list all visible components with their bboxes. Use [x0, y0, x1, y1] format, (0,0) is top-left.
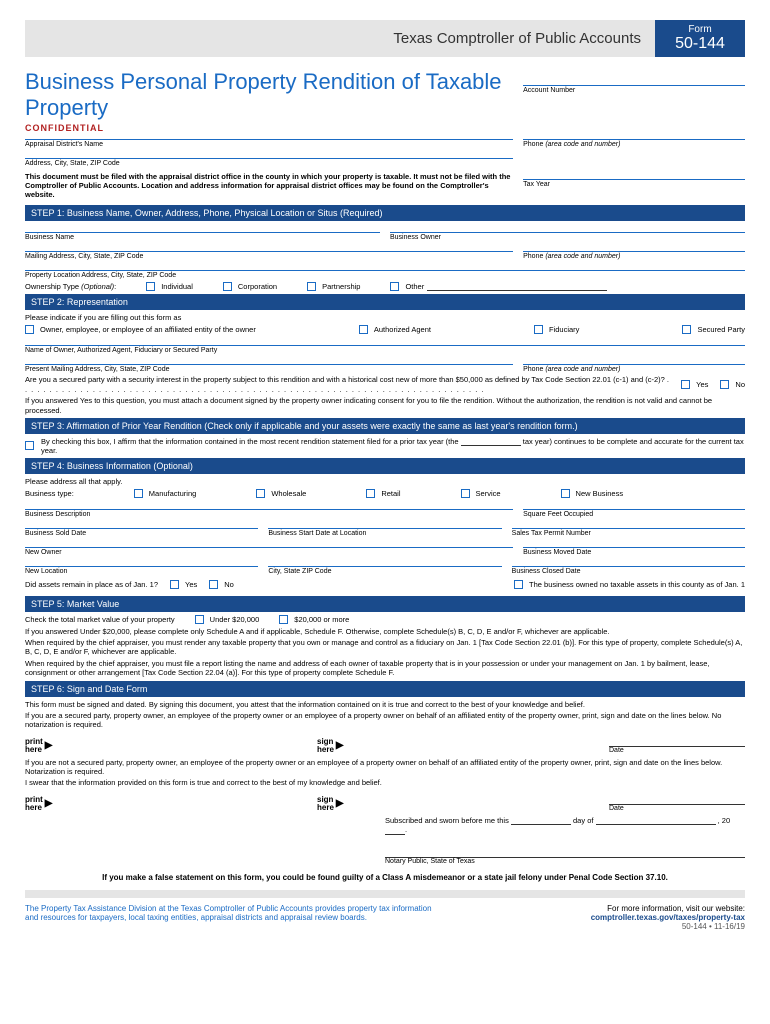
- moved-field[interactable]: Business Moved Date: [523, 547, 745, 556]
- footer-bar: [25, 890, 745, 898]
- arrow-icon: ▶: [336, 798, 344, 809]
- arrow-icon: ▶: [45, 798, 53, 809]
- sold-field[interactable]: Business Sold Date: [25, 528, 258, 537]
- name-of-field[interactable]: Name of Owner, Authorized Agent, Fiducia…: [25, 345, 745, 354]
- present-mailing-field[interactable]: Present Mailing Address, City, State, ZI…: [25, 364, 513, 373]
- cb-yes[interactable]: Yes: [681, 380, 708, 389]
- filing-notice: This document must be filed with the app…: [25, 172, 513, 199]
- property-location-field[interactable]: Property Location Address, City, State, …: [25, 270, 745, 279]
- cb-wholesale[interactable]: Wholesale: [256, 489, 306, 498]
- step6-swear: I swear that the information provided on…: [25, 778, 745, 787]
- cb-affirm[interactable]: [25, 441, 34, 450]
- step5-p2: When required by the chief appraiser, yo…: [25, 638, 745, 657]
- cb-owner[interactable]: Owner, employee, or employee of an affil…: [25, 325, 256, 334]
- step2-header: STEP 2: Representation: [25, 294, 745, 310]
- arrow-icon: ▶: [45, 740, 53, 751]
- step6-header: STEP 6: Sign and Date Form: [25, 681, 745, 697]
- step6-p2: If you are a secured party, property own…: [25, 711, 745, 730]
- mailing-field[interactable]: Mailing Address, City, State, ZIP Code: [25, 251, 513, 260]
- cb-retail[interactable]: Retail: [366, 489, 400, 498]
- secured-question: Are you a secured party with a security …: [25, 375, 673, 394]
- cb-newbiz[interactable]: New Business: [561, 489, 624, 498]
- footer-left: The Property Tax Assistance Division at …: [25, 904, 445, 931]
- closed-field[interactable]: Business Closed Date: [512, 566, 745, 575]
- cb-under[interactable]: Under $20,000: [195, 615, 260, 624]
- cb-secured[interactable]: Secured Party: [682, 325, 745, 334]
- form-word: Form: [671, 24, 729, 35]
- header-bar: Texas Comptroller of Public Accounts For…: [25, 20, 745, 57]
- newowner-field[interactable]: New Owner: [25, 547, 513, 556]
- phone-field[interactable]: Phone (area code and number): [523, 139, 745, 148]
- step6-p3: If you are not a secured party, property…: [25, 758, 745, 777]
- sign-here-1[interactable]: signhere▶: [317, 738, 589, 754]
- cb-agent[interactable]: Authorized Agent: [359, 325, 431, 334]
- arrow-icon: ▶: [336, 740, 344, 751]
- cb-manufacturing[interactable]: Manufacturing: [134, 489, 197, 498]
- footer-right: For more information, visit our website:…: [591, 904, 745, 931]
- cb-corporation[interactable]: Corporation: [223, 282, 277, 291]
- cb-other[interactable]: Other: [390, 282, 607, 291]
- step5-p1: If you answered Under $20,000, please co…: [25, 627, 745, 636]
- warning: If you make a false statement on this fo…: [25, 873, 745, 882]
- ownership-type-row: Ownership Type (Optional): Individual Co…: [25, 282, 745, 291]
- desc-field[interactable]: Business Description: [25, 509, 513, 518]
- step6-p1: This form must be signed and dated. By s…: [25, 700, 745, 709]
- step5-header: STEP 5: Market Value: [25, 596, 745, 612]
- phone2-field[interactable]: Phone (area code and number): [523, 251, 745, 260]
- page-title: Business Personal Property Rendition of …: [25, 69, 513, 121]
- print-here-2[interactable]: printhere▶: [25, 796, 297, 812]
- auth-note: If you answered Yes to this question, yo…: [25, 396, 745, 415]
- print-here-1[interactable]: printhere▶: [25, 738, 297, 754]
- footer-url[interactable]: comptroller.texas.gov/taxes/property-tax: [591, 913, 745, 922]
- business-name-field[interactable]: Business Name: [25, 232, 380, 241]
- cb-over[interactable]: $20,000 or more: [279, 615, 349, 624]
- step5-p3: When required by the chief appraiser, yo…: [25, 659, 745, 678]
- cb-no[interactable]: No: [720, 380, 745, 389]
- tax-year-label: Tax Year: [523, 181, 745, 188]
- step4-header: STEP 4: Business Information (Optional): [25, 458, 745, 474]
- cb-fiduciary[interactable]: Fiduciary: [534, 325, 579, 334]
- step3-header: STEP 3: Affirmation of Prior Year Rendit…: [25, 418, 745, 434]
- cb-assets-no[interactable]: No: [209, 580, 234, 589]
- date-2[interactable]: Date: [609, 792, 745, 812]
- sign-here-2[interactable]: signhere▶: [317, 796, 589, 812]
- business-owner-field[interactable]: Business Owner: [390, 232, 745, 241]
- account-number-label: Account Number: [523, 87, 745, 94]
- step2-intro: Please indicate if you are filling out t…: [25, 313, 745, 322]
- citystate-field[interactable]: City, State ZIP Code: [268, 566, 501, 575]
- cb-notaxable[interactable]: The business owned no taxable assets in …: [514, 580, 745, 589]
- step3-affirm: By checking this box, I affirm that the …: [25, 437, 745, 455]
- step4-intro: Please address all that apply.: [25, 477, 745, 486]
- cb-assets-yes[interactable]: Yes: [170, 580, 197, 589]
- confidential-label: CONFIDENTIAL: [25, 123, 513, 133]
- agency-name: Texas Comptroller of Public Accounts: [25, 20, 655, 57]
- phone3-field[interactable]: Phone (area code and number): [523, 364, 745, 373]
- form-number: 50-144: [671, 35, 729, 53]
- subscribed-line: Subscribed and sworn before me this day …: [385, 816, 745, 835]
- notary-label: Notary Public, State of Texas: [385, 858, 745, 865]
- start-field[interactable]: Business Start Date at Location: [268, 528, 501, 537]
- cb-individual[interactable]: Individual: [146, 282, 193, 291]
- cb-partnership[interactable]: Partnership: [307, 282, 360, 291]
- form-badge: Form 50-144: [655, 20, 745, 57]
- sqft-field[interactable]: Square Feet Occupied: [523, 509, 745, 518]
- cb-service[interactable]: Service: [461, 489, 501, 498]
- newloc-field[interactable]: New Location: [25, 566, 258, 575]
- permit-field[interactable]: Sales Tax Permit Number: [512, 528, 745, 537]
- footer-code: 50-144 • 11-16/19: [591, 922, 745, 931]
- step1-header: STEP 1: Business Name, Owner, Address, P…: [25, 205, 745, 221]
- appraisal-district-field[interactable]: Appraisal District's Name: [25, 139, 513, 148]
- address-field[interactable]: Address, City, State, ZIP Code: [25, 158, 513, 167]
- date-1[interactable]: Date: [609, 734, 745, 754]
